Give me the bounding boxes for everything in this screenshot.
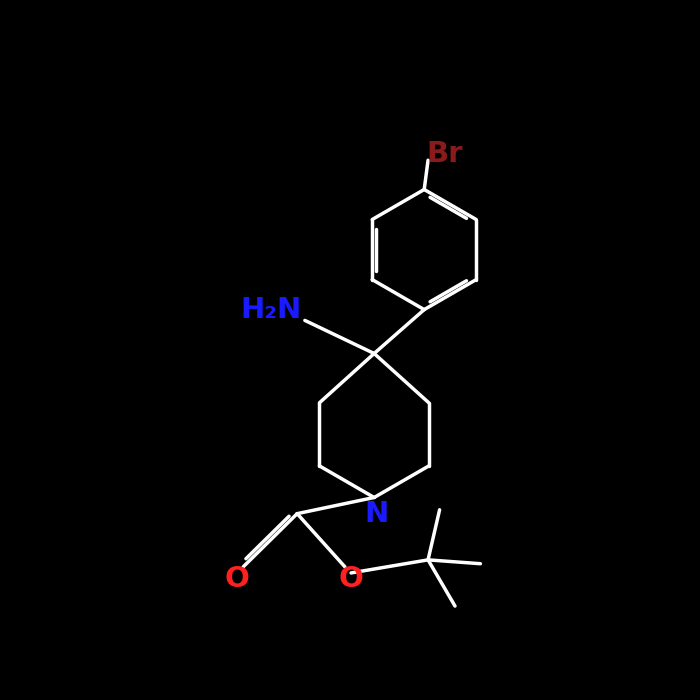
Text: O: O: [339, 565, 363, 593]
Text: H₂N: H₂N: [240, 295, 302, 323]
Text: Br: Br: [427, 140, 463, 168]
Text: N: N: [364, 500, 388, 528]
Text: O: O: [225, 565, 249, 593]
